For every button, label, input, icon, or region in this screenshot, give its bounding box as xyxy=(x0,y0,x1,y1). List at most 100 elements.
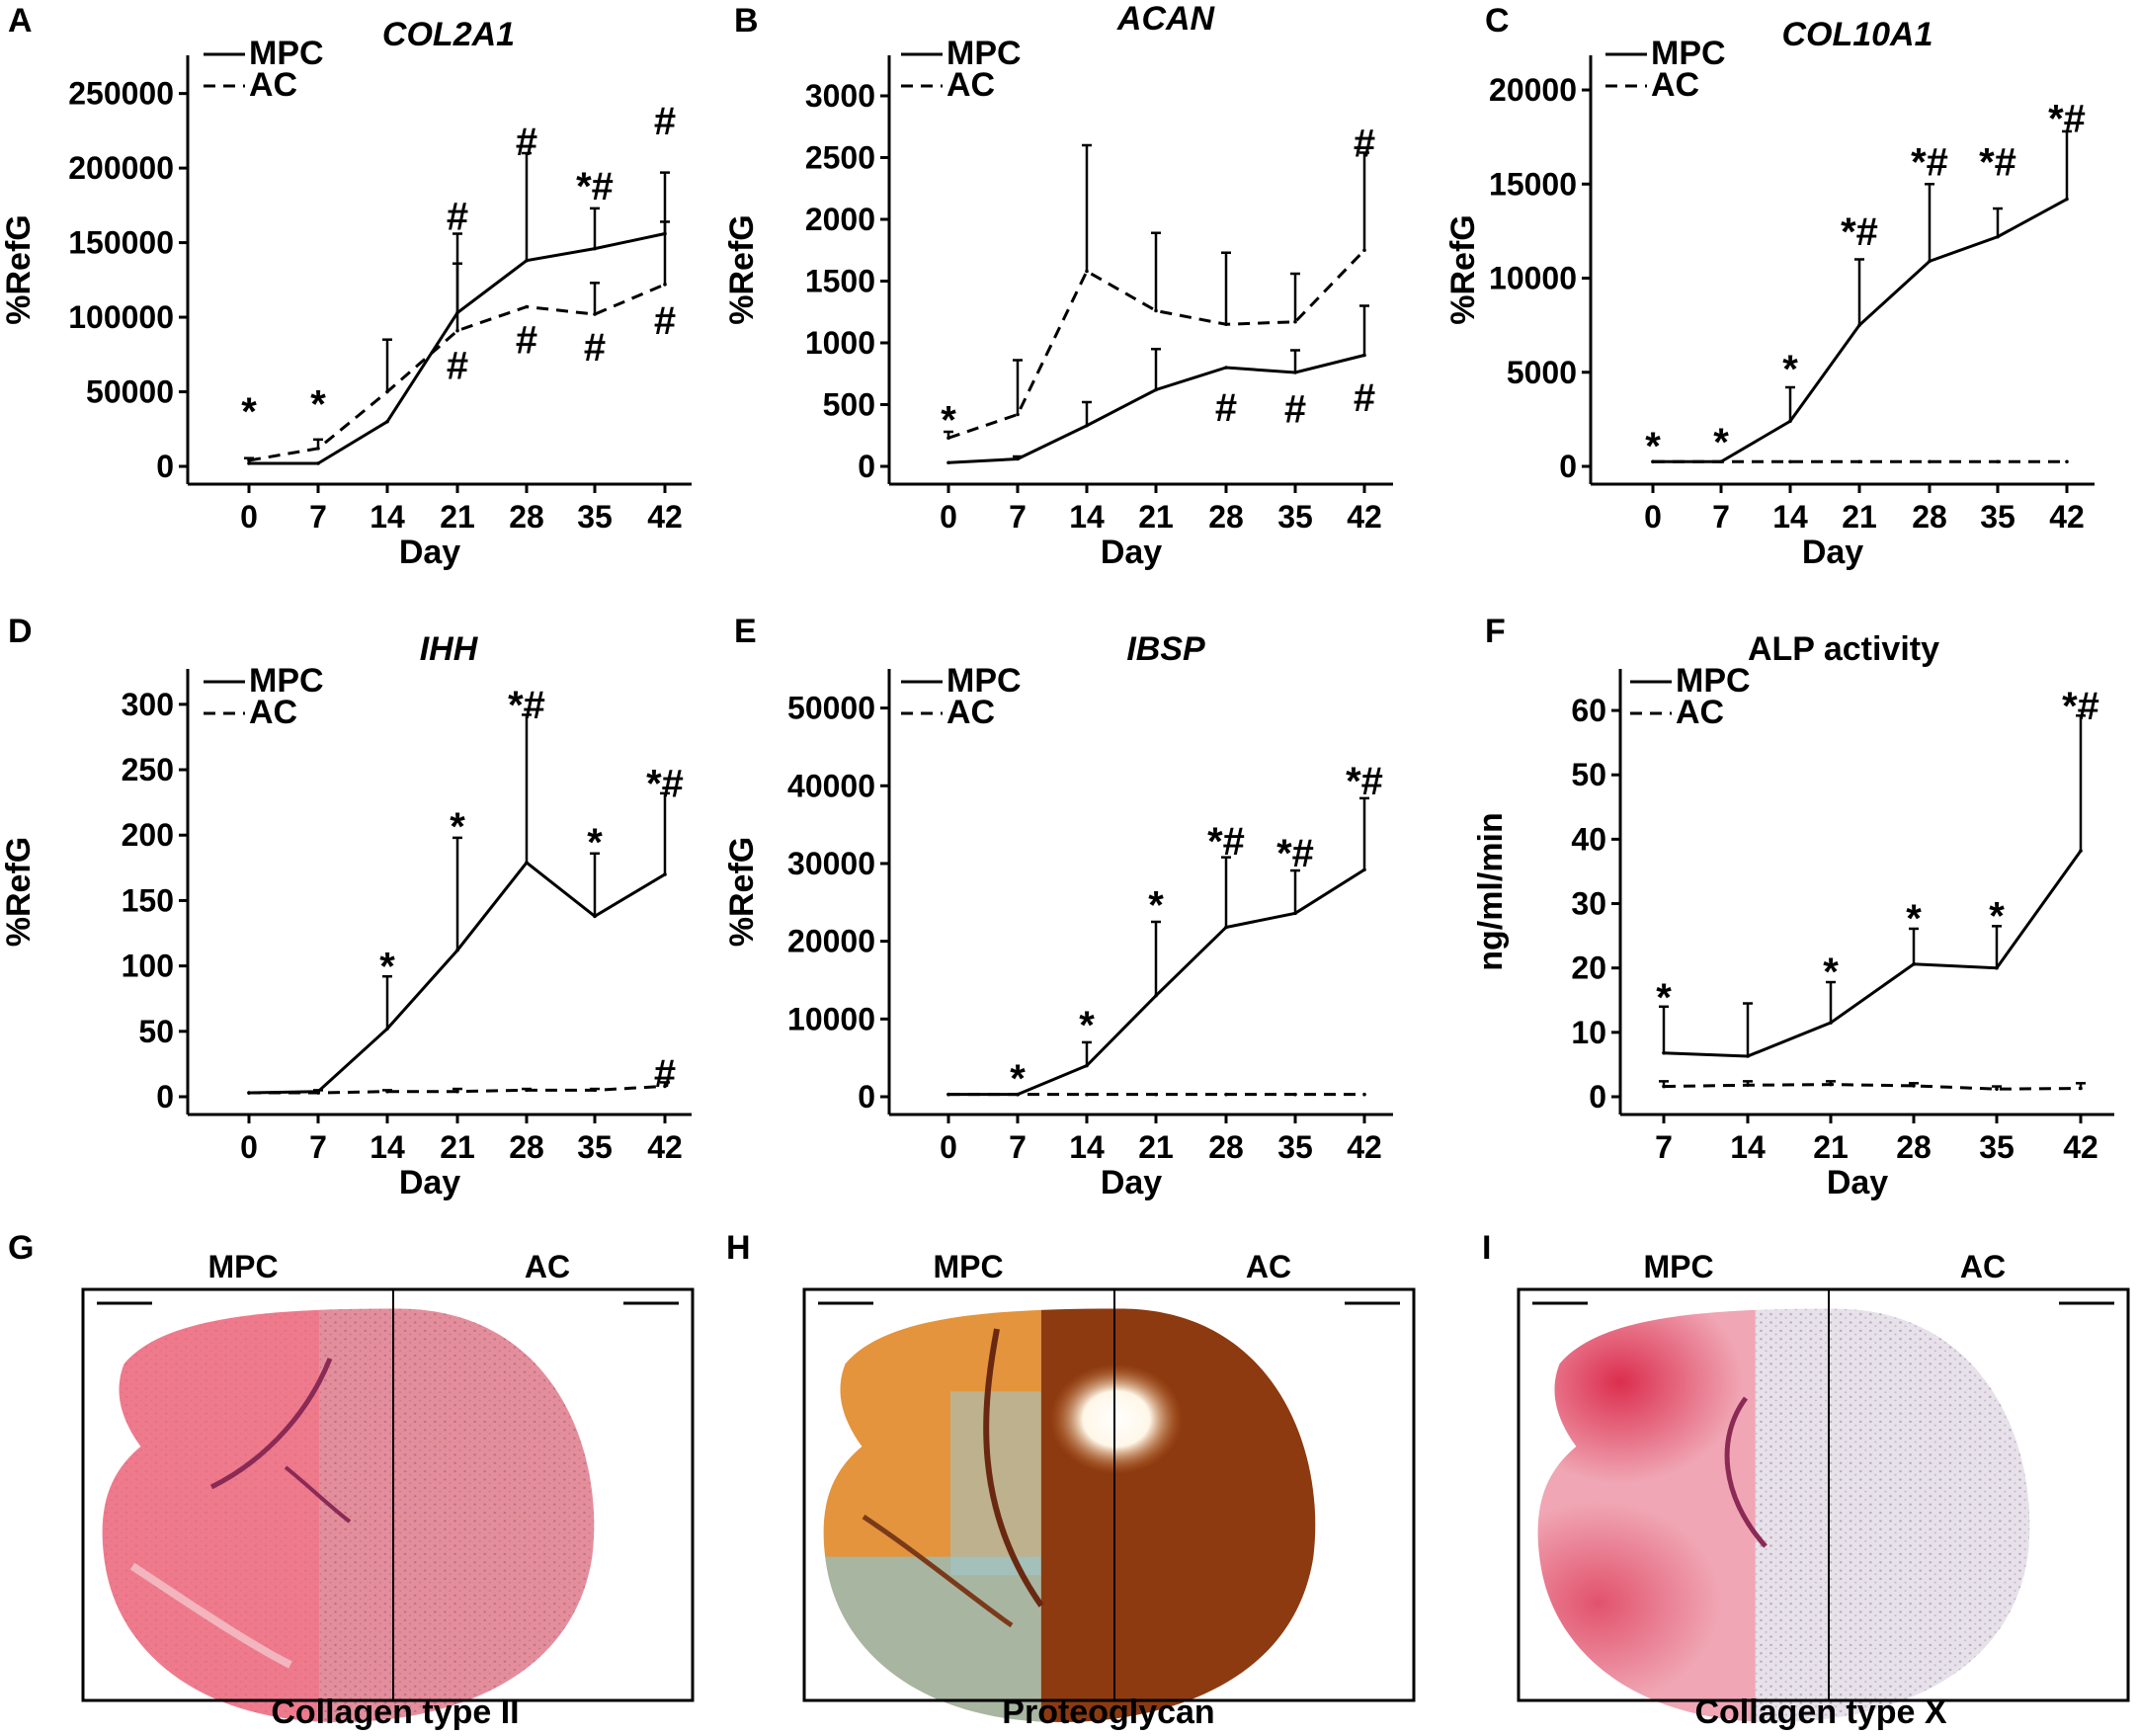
significance-mark: # xyxy=(447,195,468,238)
data-point xyxy=(1293,319,1297,324)
data-point xyxy=(1154,993,1158,998)
y-axis-label: %RefG xyxy=(723,837,761,947)
legend-label-ac: AC xyxy=(946,694,995,731)
x-tick-label: 7 xyxy=(1712,499,1730,535)
chart-title: ALP activity xyxy=(1748,630,1939,668)
legend-label-mpc: MPC xyxy=(249,35,324,72)
y-axis-label: %RefG xyxy=(0,837,38,947)
x-tick-label: 42 xyxy=(2049,499,2085,535)
data-point xyxy=(1912,1084,1916,1088)
hist-title-right-i: AC xyxy=(1960,1249,2006,1284)
hist-title-left-h: MPC xyxy=(933,1249,1003,1284)
chart-title: ACAN xyxy=(1116,0,1216,38)
data-point xyxy=(385,419,389,424)
data-point xyxy=(593,246,597,251)
chart-panel-d: D IHH 0 50 100 150 200 250 300 0 7 14 21 28 35 42 Day %Re… xyxy=(0,613,692,1201)
significance-mark: * xyxy=(1010,1057,1026,1101)
y-tick-label: 40 xyxy=(1571,821,1606,857)
x-tick-label: 14 xyxy=(370,1129,405,1165)
data-point xyxy=(247,1091,251,1095)
significance-mark: *# xyxy=(1979,140,2016,184)
significance-mark: * xyxy=(241,390,257,434)
panel-label-b: B xyxy=(734,2,759,40)
y-tick-label: 0 xyxy=(156,449,174,484)
x-tick-label: 21 xyxy=(440,1129,475,1165)
data-point xyxy=(1746,1083,1750,1088)
x-tick-label: 7 xyxy=(309,499,327,535)
x-tick-label: 35 xyxy=(1277,499,1313,535)
chart-title: IHH xyxy=(420,630,479,668)
data-point xyxy=(1085,1063,1089,1068)
y-tick-label: 30 xyxy=(1571,886,1606,922)
data-point xyxy=(1995,1087,1999,1091)
data-point xyxy=(1293,1092,1297,1097)
x-tick-label: 0 xyxy=(940,1129,957,1165)
y-tick-label: 3000 xyxy=(805,78,875,114)
chart-panel-e: E IBSP 0 10000 20000 30000 40000 50000 0 7 14 21 28 3… xyxy=(723,613,1393,1201)
data-point xyxy=(455,1089,459,1094)
x-tick-label: 28 xyxy=(509,1129,544,1165)
x-axis-label: Day xyxy=(1101,534,1162,571)
data-point xyxy=(1662,1050,1666,1055)
y-tick-label: 150000 xyxy=(68,225,174,261)
significance-mark: * xyxy=(1148,884,1164,928)
y-tick-label: 0 xyxy=(1589,1079,1606,1115)
x-tick-label: 21 xyxy=(1138,1129,1174,1165)
panel-label-i: I xyxy=(1482,1229,1491,1267)
data-point xyxy=(1746,1054,1750,1058)
series-ac xyxy=(944,143,1369,441)
data-point xyxy=(1651,459,1655,464)
legend-label-ac: AC xyxy=(249,694,297,731)
hist-title-right-g: AC xyxy=(525,1249,570,1284)
significance-mark: *# xyxy=(1207,820,1245,864)
chart-panel-a: A COL2A1 0 50000 100000 150000 200000 250000 0 7 1… xyxy=(0,2,692,571)
y-tick-label: 50000 xyxy=(86,374,174,410)
data-point xyxy=(1224,1092,1228,1097)
significance-mark: # xyxy=(1354,376,1375,420)
y-tick-label: 2000 xyxy=(805,202,875,237)
data-point xyxy=(1224,366,1228,370)
significance-mark: * xyxy=(1713,421,1729,464)
x-tick-label: 21 xyxy=(1813,1129,1849,1165)
significance-mark: * xyxy=(587,821,603,865)
legend-label-mpc: MPC xyxy=(1651,35,1726,72)
panel-label-g: G xyxy=(8,1229,34,1267)
data-point xyxy=(2079,849,2083,853)
data-point xyxy=(1995,965,1999,970)
series-ac xyxy=(247,1081,670,1095)
x-tick-label: 21 xyxy=(1138,499,1174,535)
y-axis-label: %RefG xyxy=(1444,214,1482,324)
y-tick-label: 20000 xyxy=(1489,72,1577,108)
panel-label-c: C xyxy=(1485,2,1510,40)
x-axis-label: Day xyxy=(1827,1164,1888,1201)
y-tick-label: 60 xyxy=(1571,693,1606,728)
x-tick-label: 28 xyxy=(1208,499,1244,535)
x-tick-label: 42 xyxy=(1347,1129,1382,1165)
y-axis-label: ng/ml/min xyxy=(1472,812,1510,971)
x-axis-label: Day xyxy=(1802,534,1863,571)
data-point xyxy=(1362,248,1366,253)
y-axis-label: %RefG xyxy=(0,214,38,324)
y-tick-label: 50000 xyxy=(787,691,875,726)
series-mpc xyxy=(946,304,1369,465)
x-tick-label: 21 xyxy=(1842,499,1877,535)
y-tick-label: 50 xyxy=(138,1014,174,1049)
significance-mark: * xyxy=(450,805,465,849)
data-point xyxy=(1293,371,1297,374)
panel-label-d: D xyxy=(8,613,33,650)
y-tick-label: 0 xyxy=(858,449,875,484)
significance-mark: # xyxy=(447,344,468,387)
data-point xyxy=(663,872,667,876)
significance-mark: * xyxy=(941,399,956,443)
y-tick-label: 500 xyxy=(823,387,875,423)
data-point xyxy=(1857,323,1861,327)
x-tick-label: 14 xyxy=(370,499,405,535)
y-tick-label: 30000 xyxy=(787,846,875,881)
significance-mark: *# xyxy=(2048,98,2086,141)
significance-mark: # xyxy=(1215,386,1237,430)
data-point xyxy=(1016,456,1020,461)
significance-mark: * xyxy=(1079,1004,1095,1047)
data-point xyxy=(593,914,597,919)
data-point xyxy=(1829,1082,1833,1087)
